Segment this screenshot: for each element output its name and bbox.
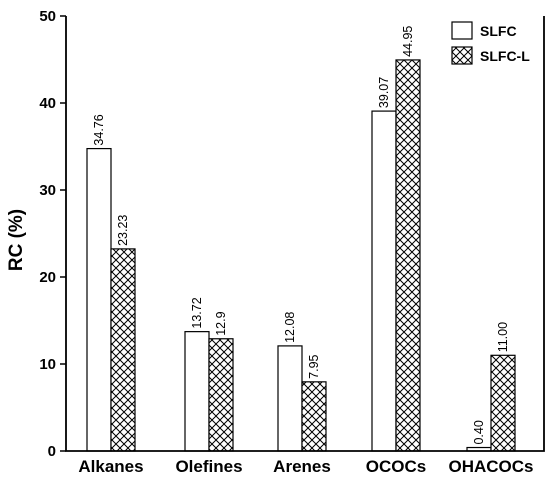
- data-label: 44.95: [401, 26, 415, 57]
- bar-slfc-olefines: [184, 331, 210, 452]
- legend-swatch-slfc-l: [451, 46, 473, 65]
- bar-slfc-l-olefines: [208, 338, 234, 452]
- bar-slfc-ococs: [371, 110, 397, 452]
- legend-label-slfc: SLFC: [480, 23, 517, 39]
- x-tick-label: Olefines: [175, 457, 242, 476]
- bar-slfc-alkanes: [86, 147, 112, 452]
- x-tick-label: OCOCs: [366, 457, 426, 476]
- x-tick-label: Alkanes: [78, 457, 143, 476]
- data-label: 23.23: [116, 215, 130, 246]
- y-tick-label: 0: [48, 443, 56, 460]
- y-axis-title: RC (%): [6, 209, 27, 271]
- x-tick-label: OHACOCs: [448, 457, 533, 476]
- bar-slfc-l-arenes: [301, 381, 327, 452]
- data-label: 7.95: [307, 354, 321, 378]
- bar-slfc-l-ohacocs: [490, 354, 516, 452]
- legend-label-slfc-l: SLFC-L: [480, 48, 530, 64]
- bar-slfc-l-alkanes: [110, 248, 136, 452]
- y-tick-label: 50: [39, 8, 56, 25]
- plot-area: 34.76 13.72 12.08 39.07 0.40 23.23 12.9 7.95 44.…: [39, 8, 545, 476]
- data-label: 11.00: [496, 322, 510, 352]
- axes-frame: [65, 16, 545, 452]
- y-tick-label: 30: [39, 182, 56, 199]
- data-label: 0.40: [472, 420, 486, 444]
- bar-slfc-l-ococs: [395, 59, 421, 452]
- data-label: 34.76: [92, 114, 106, 145]
- bar-slfc-arenes: [277, 345, 303, 452]
- y-tick-label: 20: [39, 269, 56, 286]
- legend-swatch-slfc: [451, 21, 473, 40]
- data-label: 12.08: [283, 312, 297, 343]
- y-tick-label: 10: [39, 356, 56, 373]
- data-label: 12.9: [214, 311, 228, 335]
- y-tick-label: 40: [39, 95, 56, 112]
- x-tick-label: Arenes: [273, 457, 331, 476]
- data-label: 39.07: [377, 77, 391, 108]
- data-label: 13.72: [190, 297, 204, 328]
